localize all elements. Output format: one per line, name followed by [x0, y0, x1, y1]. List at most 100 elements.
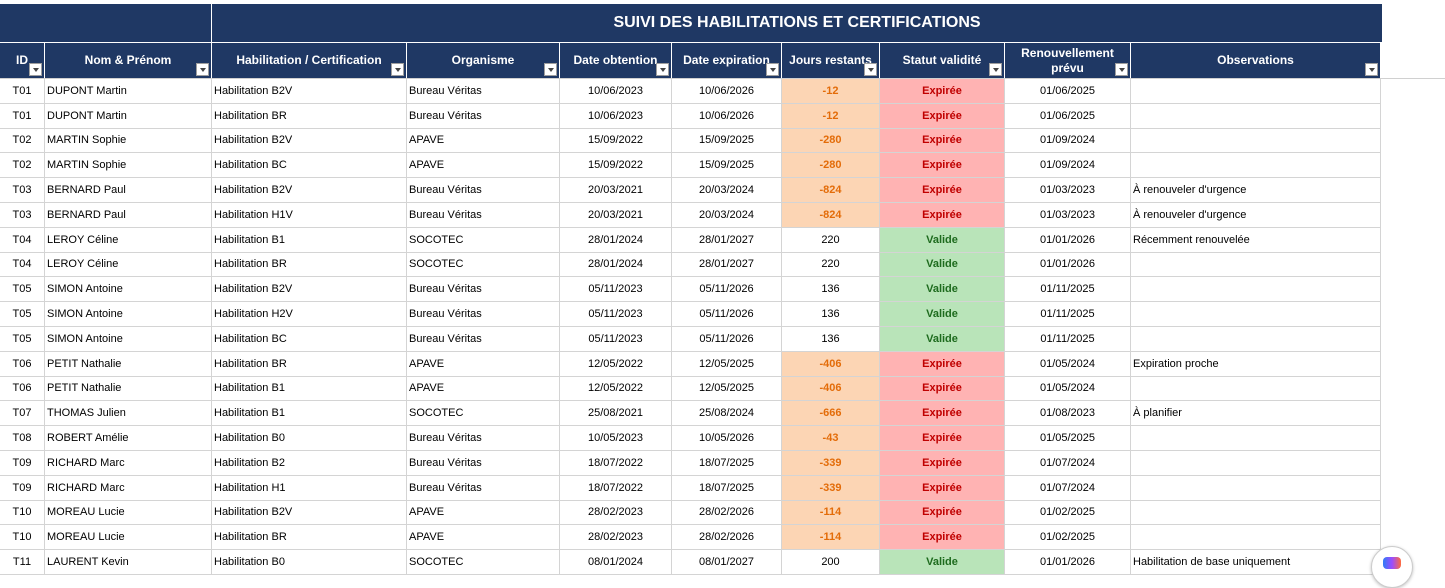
cell-renouvellement[interactable]: 01/05/2024	[1005, 376, 1131, 402]
cell-observations[interactable]	[1131, 128, 1381, 154]
cell-habilitation[interactable]: Habilitation BR	[212, 252, 407, 278]
cell-renouvellement[interactable]: 01/09/2024	[1005, 153, 1131, 179]
cell-renouvellement[interactable]: 01/06/2025	[1005, 79, 1131, 104]
cell-habilitation[interactable]: Habilitation B2V	[212, 500, 407, 526]
cell-date-expiration[interactable]: 28/02/2026	[672, 525, 782, 551]
cell-renouvellement[interactable]: 01/05/2025	[1005, 426, 1131, 451]
cell-jours-restants[interactable]: -280	[782, 128, 880, 154]
cell-name[interactable]: SIMON Antoine	[45, 302, 212, 327]
cell-name[interactable]: SIMON Antoine	[45, 326, 212, 352]
cell-id[interactable]: T08	[0, 426, 45, 451]
cell-statut[interactable]: Expirée	[880, 475, 1005, 501]
cell-observations[interactable]: À renouveler d'urgence	[1131, 202, 1381, 228]
cell-date-expiration[interactable]: 15/09/2025	[672, 153, 782, 179]
title-blank-cell[interactable]	[0, 4, 211, 42]
cell-id[interactable]: T01	[0, 79, 45, 104]
cell-date-expiration[interactable]: 12/05/2025	[672, 376, 782, 402]
cell-statut[interactable]: Expirée	[880, 351, 1005, 377]
column-header-date-expiration[interactable]: Date expiration	[672, 43, 782, 78]
cell-habilitation[interactable]: Habilitation B2V	[212, 79, 407, 104]
cell-name[interactable]: DUPONT Martin	[45, 79, 212, 104]
cell-organisme[interactable]: APAVE	[407, 525, 560, 551]
cell-organisme[interactable]: SOCOTEC	[407, 550, 560, 575]
cell-organisme[interactable]: APAVE	[407, 153, 560, 179]
cell-organisme[interactable]: Bureau Véritas	[407, 475, 560, 501]
cell-id[interactable]: T07	[0, 401, 45, 427]
cell-name[interactable]: MARTIN Sophie	[45, 128, 212, 154]
cell-renouvellement[interactable]: 01/08/2023	[1005, 401, 1131, 427]
cell-date-obtention[interactable]: 28/02/2023	[560, 500, 672, 526]
cell-habilitation[interactable]: Habilitation BR	[212, 351, 407, 377]
cell-jours-restants[interactable]: -339	[782, 450, 880, 476]
cell-id[interactable]: T03	[0, 178, 45, 203]
cell-statut[interactable]: Valide	[880, 550, 1005, 575]
cell-renouvellement[interactable]: 01/11/2025	[1005, 277, 1131, 303]
cell-observations[interactable]	[1131, 79, 1381, 104]
cell-jours-restants[interactable]: -43	[782, 426, 880, 451]
cell-id[interactable]: T04	[0, 227, 45, 253]
cell-habilitation[interactable]: Habilitation B1	[212, 401, 407, 427]
column-header-statut[interactable]: Statut validité	[880, 43, 1005, 78]
cell-name[interactable]: DUPONT Martin	[45, 103, 212, 129]
cell-habilitation[interactable]: Habilitation BC	[212, 326, 407, 352]
cell-date-expiration[interactable]: 18/07/2025	[672, 475, 782, 501]
cell-jours-restants[interactable]: -824	[782, 178, 880, 203]
cell-statut[interactable]: Expirée	[880, 128, 1005, 154]
cell-renouvellement[interactable]: 01/01/2026	[1005, 252, 1131, 278]
cell-jours-restants[interactable]: 200	[782, 550, 880, 575]
cell-id[interactable]: T02	[0, 153, 45, 179]
cell-renouvellement[interactable]: 01/01/2026	[1005, 550, 1131, 575]
cell-date-expiration[interactable]: 10/06/2026	[672, 79, 782, 104]
cell-statut[interactable]: Valide	[880, 252, 1005, 278]
cell-statut[interactable]: Valide	[880, 227, 1005, 253]
cell-habilitation[interactable]: Habilitation B0	[212, 550, 407, 575]
cell-habilitation[interactable]: Habilitation BC	[212, 153, 407, 179]
cell-date-obtention[interactable]: 12/05/2022	[560, 376, 672, 402]
cell-statut[interactable]: Expirée	[880, 79, 1005, 104]
cell-organisme[interactable]: Bureau Véritas	[407, 103, 560, 129]
cell-organisme[interactable]: Bureau Véritas	[407, 79, 560, 104]
cell-jours-restants[interactable]: -666	[782, 401, 880, 427]
cell-habilitation[interactable]: Habilitation H1V	[212, 202, 407, 228]
filter-dropdown-icon[interactable]	[544, 63, 557, 76]
cell-renouvellement[interactable]: 01/06/2025	[1005, 103, 1131, 129]
column-header-name[interactable]: Nom & Prénom	[45, 43, 212, 78]
cell-statut[interactable]: Expirée	[880, 426, 1005, 451]
cell-jours-restants[interactable]: 220	[782, 252, 880, 278]
cell-organisme[interactable]: Bureau Véritas	[407, 326, 560, 352]
cell-observations[interactable]	[1131, 475, 1381, 501]
cell-observations[interactable]	[1131, 426, 1381, 451]
cell-date-obtention[interactable]: 28/01/2024	[560, 227, 672, 253]
cell-date-expiration[interactable]: 28/01/2027	[672, 227, 782, 253]
cell-name[interactable]: ROBERT Amélie	[45, 426, 212, 451]
cell-jours-restants[interactable]: 220	[782, 227, 880, 253]
cell-renouvellement[interactable]: 01/11/2025	[1005, 326, 1131, 352]
cell-habilitation[interactable]: Habilitation B1	[212, 227, 407, 253]
column-header-renouvellement[interactable]: Renouvellement prévu	[1005, 43, 1131, 78]
cell-date-expiration[interactable]: 10/05/2026	[672, 426, 782, 451]
cell-statut[interactable]: Expirée	[880, 178, 1005, 203]
cell-date-expiration[interactable]: 20/03/2024	[672, 178, 782, 203]
cell-jours-restants[interactable]: -406	[782, 351, 880, 377]
cell-name[interactable]: PETIT Nathalie	[45, 351, 212, 377]
cell-organisme[interactable]: Bureau Véritas	[407, 302, 560, 327]
cell-name[interactable]: RICHARD Marc	[45, 475, 212, 501]
cell-date-expiration[interactable]: 25/08/2024	[672, 401, 782, 427]
cell-name[interactable]: LAURENT Kevin	[45, 550, 212, 575]
cell-date-expiration[interactable]: 18/07/2025	[672, 450, 782, 476]
cell-date-obtention[interactable]: 18/07/2022	[560, 475, 672, 501]
filter-dropdown-icon[interactable]	[1115, 63, 1128, 76]
cell-name[interactable]: SIMON Antoine	[45, 277, 212, 303]
cell-renouvellement[interactable]: 01/05/2024	[1005, 351, 1131, 377]
cell-date-obtention[interactable]: 12/05/2022	[560, 351, 672, 377]
cell-id[interactable]: T11	[0, 550, 45, 575]
cell-date-obtention[interactable]: 10/05/2023	[560, 426, 672, 451]
cell-renouvellement[interactable]: 01/02/2025	[1005, 525, 1131, 551]
cell-jours-restants[interactable]: -12	[782, 79, 880, 104]
cell-date-obtention[interactable]: 05/11/2023	[560, 277, 672, 303]
cell-observations[interactable]	[1131, 277, 1381, 303]
cell-date-expiration[interactable]: 15/09/2025	[672, 128, 782, 154]
cell-observations[interactable]	[1131, 252, 1381, 278]
cell-organisme[interactable]: SOCOTEC	[407, 227, 560, 253]
cell-renouvellement[interactable]: 01/02/2025	[1005, 500, 1131, 526]
